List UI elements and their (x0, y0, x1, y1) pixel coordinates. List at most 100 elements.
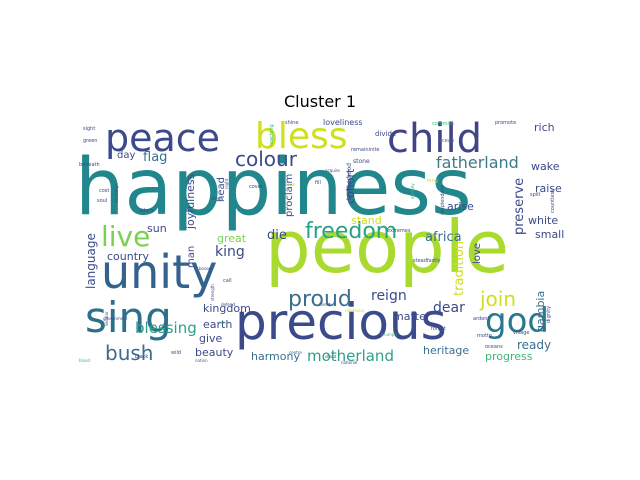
cloud-word: language (84, 232, 98, 289)
cloud-word: fatherland (436, 153, 519, 172)
cloud-word: oceans (485, 344, 503, 350)
cloud-word: kingdom (203, 302, 251, 315)
cloud-word: righteous (345, 308, 364, 313)
cloud-word: beneath (79, 162, 100, 168)
cloud-word: bless (255, 119, 348, 157)
cloud-word: defend (221, 302, 235, 307)
cloud-word: black (135, 354, 149, 360)
cloud-word: flag (143, 150, 168, 165)
cloud-word: loveliness (323, 119, 363, 127)
cloud-word: tradition (452, 240, 467, 296)
chart-title: Cluster 1 (283, 92, 357, 111)
cloud-word: work (219, 320, 229, 325)
cloud-word: forest (319, 302, 331, 307)
cloud-word: motto (477, 333, 492, 339)
cloud-word: extremes (387, 228, 411, 234)
cloud-word: heritage (423, 344, 470, 357)
cloud-word: day (117, 150, 136, 161)
cloud-word: harmony (251, 350, 300, 363)
cloud-word: village (513, 330, 530, 336)
cloud-word: joyfulness (184, 173, 197, 230)
cloud-word: die (267, 228, 287, 243)
cloud-word: cost (99, 188, 110, 194)
cloud-word: forget (431, 326, 446, 332)
cloud-word: common (432, 121, 454, 127)
cloud-word: small (535, 228, 565, 241)
cloud-word: love (472, 242, 483, 264)
cloud-word: people (265, 205, 510, 289)
cloud-word: gambia (534, 290, 547, 332)
cloud-word: freedom (305, 219, 398, 244)
cloud-word: raise (535, 182, 562, 195)
cloud-word: dignity (546, 305, 552, 323)
cloud-word: steadfastly (413, 258, 441, 264)
cloud-word: nation (195, 358, 208, 363)
cloud-word: dear (433, 300, 465, 316)
cloud-word: national (341, 360, 358, 365)
cloud-word: long (427, 178, 438, 184)
cloud-word: king (215, 244, 245, 260)
cloud-word: ardent (473, 316, 490, 322)
cloud-word: country (107, 250, 150, 263)
cloud-word: bush (105, 341, 154, 365)
cloud-word: colour (235, 147, 297, 171)
cloud-word: ready (517, 338, 552, 352)
cloud-word: africa (425, 230, 462, 245)
cloud-word: sing (85, 293, 172, 342)
cloud-word: proclaim (284, 173, 295, 217)
cloud-word: green (83, 138, 98, 144)
word-cloud: happiness people precious unity sing child pea… (75, 119, 568, 366)
cloud-word: secular (104, 311, 109, 327)
cloud-word: reign (371, 288, 407, 304)
cloud-word: earth (203, 318, 233, 331)
cloud-word: ocean (439, 138, 455, 144)
cloud-word: cover (249, 184, 263, 190)
cloud-word: blood (79, 358, 91, 363)
cloud-word: wake (531, 160, 560, 173)
cloud-word: happiness (75, 143, 472, 233)
cloud-word: countless (550, 189, 556, 213)
cloud-word: spilt (530, 192, 541, 198)
cloud-word: reaching (269, 124, 275, 146)
cloud-word: child (387, 119, 482, 162)
cloud-word: night (224, 179, 229, 190)
cloud-word: brotherhood (346, 162, 353, 200)
cloud-word: join (480, 287, 517, 311)
cloud-word: call (223, 278, 232, 284)
cloud-word: eternity (410, 183, 415, 199)
cloud-word: remaininite (351, 147, 380, 153)
cloud-word: wild (171, 350, 182, 356)
cloud-word: shine (285, 120, 299, 126)
cloud-word: stand (351, 214, 382, 227)
cloud-word: beauty (195, 346, 234, 359)
cloud-word: motherland (307, 347, 394, 365)
cloud-word: centre (289, 350, 302, 355)
cloud-word: god (485, 301, 549, 341)
cloud-word: precious (235, 293, 447, 351)
cloud-word: rich (534, 121, 555, 134)
cloud-word: sovereign (114, 183, 119, 204)
cloud-word: perm (285, 182, 296, 187)
cloud-word: proud (288, 287, 352, 312)
cloud-word: promote (495, 120, 517, 126)
cloud-word: strength (210, 283, 215, 301)
cloud-word: arise (447, 200, 474, 213)
cloud-word: renew (211, 196, 224, 201)
cloud-word: acquire (325, 168, 340, 173)
cloud-word: man (186, 245, 197, 268)
cloud-word: sight (83, 126, 96, 132)
cloud-word: blessing (135, 319, 197, 337)
cloud-word: triumph (381, 332, 397, 337)
cloud-word: resplendent (440, 185, 446, 216)
cloud-word: divide (375, 130, 397, 138)
cloud-word: adorn (139, 208, 154, 214)
cloud-word: sun (147, 222, 167, 235)
cloud-word: bosom (199, 266, 213, 271)
cloud-word: government (103, 316, 128, 321)
cloud-word: unity (101, 245, 218, 299)
cloud-word: shout (325, 354, 337, 359)
cloud-word: great (217, 232, 247, 245)
cloud-word: peace (105, 119, 221, 160)
cloud-word: soul (97, 198, 108, 204)
cloud-word: white (528, 214, 559, 227)
